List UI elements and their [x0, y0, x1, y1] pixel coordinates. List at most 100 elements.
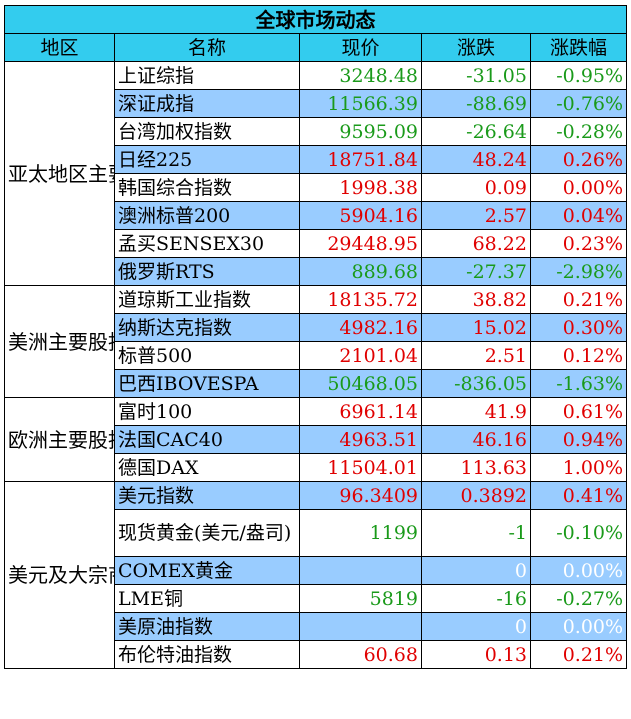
table-row: 美原油指数 0 0.00%: [5, 612, 628, 641]
name-cell: 韩国综合指数: [114, 173, 300, 202]
price-cell: 9595.09: [299, 117, 422, 146]
table-row: 澳洲标普200 5904.16 2.57 0.04%: [5, 201, 628, 230]
table-row: 俄罗斯RTS 889.68 -27.37 -2.98%: [5, 257, 628, 286]
region-cell: 美洲主要股指: [4, 285, 115, 398]
change-cell: 38.82: [421, 285, 531, 314]
price-cell: 11566.39: [299, 89, 422, 118]
table-title: 全球市场动态: [3, 5, 628, 34]
name-cell: 富时100: [114, 397, 300, 426]
name-cell: 俄罗斯RTS: [114, 257, 300, 286]
change-cell: -16: [421, 584, 531, 613]
price-cell: 18751.84: [299, 145, 422, 174]
pct-cell: 0.12%: [529, 341, 628, 370]
price-cell: 1998.38: [299, 173, 422, 202]
name-cell: 澳洲标普200: [114, 201, 300, 230]
price-cell: 4982.16: [299, 313, 422, 342]
price-cell: 3248.48: [299, 61, 422, 90]
change-cell: 48.24: [421, 145, 531, 174]
name-cell: 台湾加权指数: [114, 117, 300, 146]
name-cell: 纳斯达克指数: [114, 313, 300, 342]
pct-cell: -0.27%: [529, 584, 628, 613]
pct-cell: 1.00%: [529, 453, 628, 482]
price-cell: 5819: [299, 584, 422, 613]
pct-cell: 0.23%: [529, 229, 628, 258]
pct-cell: 0.41%: [529, 481, 628, 510]
change-cell: 0.3892: [421, 481, 531, 510]
change-cell: 0: [421, 556, 531, 585]
table-row: 标普500 2101.04 2.51 0.12%: [5, 341, 628, 370]
price-cell: 50468.05: [299, 369, 422, 398]
header-pct: 涨跌幅: [529, 33, 628, 62]
region-cell: 亚太地区主要股指: [4, 61, 115, 286]
pct-cell: 0.04%: [529, 201, 628, 230]
price-cell: 29448.95: [299, 229, 422, 258]
region-cell: 美元及大宗商品（当日北京时间07:10）: [4, 481, 115, 669]
name-cell: 德国DAX: [114, 453, 300, 482]
change-cell: 0.09: [421, 173, 531, 202]
pct-cell: 0.00%: [529, 612, 628, 641]
change-cell: 0.13: [421, 640, 531, 669]
price-cell: 11504.01: [299, 453, 422, 482]
change-cell: -27.37: [421, 257, 531, 286]
table-row: 韩国综合指数 1998.38 0.09 0.00%: [5, 173, 628, 202]
change-cell: -1: [421, 509, 531, 557]
price-cell: 5904.16: [299, 201, 422, 230]
change-cell: -836.05: [421, 369, 531, 398]
change-cell: -88.69: [421, 89, 531, 118]
pct-cell: 0.21%: [529, 285, 628, 314]
pct-cell: 0.21%: [529, 640, 628, 669]
table-row: 美元及大宗商品（当日北京时间07:10）美元指数96.34090.38920.4…: [4, 481, 628, 669]
table-row: COMEX黄金 0 0.00%: [5, 556, 628, 585]
name-cell: 美原油指数: [114, 612, 300, 641]
pct-cell: -0.10%: [529, 509, 628, 557]
pct-cell: 0.00%: [529, 556, 628, 585]
price-cell: 2101.04: [299, 341, 422, 370]
name-cell: 布伦特油指数: [114, 640, 300, 669]
name-cell: 上证综指: [114, 61, 300, 90]
change-cell: -31.05: [421, 61, 531, 90]
region-cell: 欧洲主要股指: [4, 397, 115, 482]
table-row: 孟买SENSEX30 29448.95 68.22 0.23%: [5, 229, 628, 258]
title-row: 全球市场动态: [3, 5, 628, 34]
pct-cell: -1.63%: [529, 369, 628, 398]
change-cell: -26.64: [421, 117, 531, 146]
table-row: 深证成指 11566.39 -88.69 -0.76%: [5, 89, 628, 118]
change-cell: 2.51: [421, 341, 531, 370]
price-cell: 18135.72: [299, 285, 422, 314]
table-row: 布伦特油指数 60.68 0.13 0.21%: [5, 640, 628, 669]
table-row: 台湾加权指数 9595.09 -26.64 -0.28%: [5, 117, 628, 146]
change-cell: 46.16: [421, 425, 531, 454]
pct-cell: 0.61%: [529, 397, 628, 426]
table-row: LME铜 5819 -16 -0.27%: [5, 584, 628, 613]
table-row: 现货黄金(美元/盎司) 1199 -1 -0.10%: [5, 509, 628, 557]
name-cell: LME铜: [114, 584, 300, 613]
table-row: 纳斯达克指数 4982.16 15.02 0.30%: [5, 313, 628, 342]
change-cell: 41.9: [421, 397, 531, 426]
change-cell: 2.57: [421, 201, 531, 230]
pct-cell: -0.28%: [529, 117, 628, 146]
change-cell: 15.02: [421, 313, 531, 342]
price-cell: 4963.51: [299, 425, 422, 454]
name-cell: 美元指数: [114, 481, 300, 510]
price-cell: 6961.14: [299, 397, 422, 426]
name-cell: 深证成指: [114, 89, 300, 118]
pct-cell: 0.00%: [529, 173, 628, 202]
name-cell: 法国CAC40: [114, 425, 300, 454]
price-cell: [299, 556, 422, 585]
price-cell: 96.3409: [299, 481, 422, 510]
name-cell: 孟买SENSEX30: [114, 229, 300, 258]
market-table: 全球市场动态 地区 名称 现价 涨跌 涨跌幅 亚太地区主要股指上证综指3248.…: [3, 5, 628, 669]
header-name: 名称: [114, 33, 300, 62]
pct-cell: -2.98%: [529, 257, 628, 286]
name-cell: 现货黄金(美元/盎司): [114, 509, 300, 557]
name-cell: 日经225: [114, 145, 300, 174]
change-cell: 68.22: [421, 229, 531, 258]
header-price: 现价: [299, 33, 422, 62]
pct-cell: 0.30%: [529, 313, 628, 342]
name-cell: 巴西IBOVESPA: [114, 369, 300, 398]
pct-cell: -0.76%: [529, 89, 628, 118]
price-cell: [299, 612, 422, 641]
price-cell: 889.68: [299, 257, 422, 286]
